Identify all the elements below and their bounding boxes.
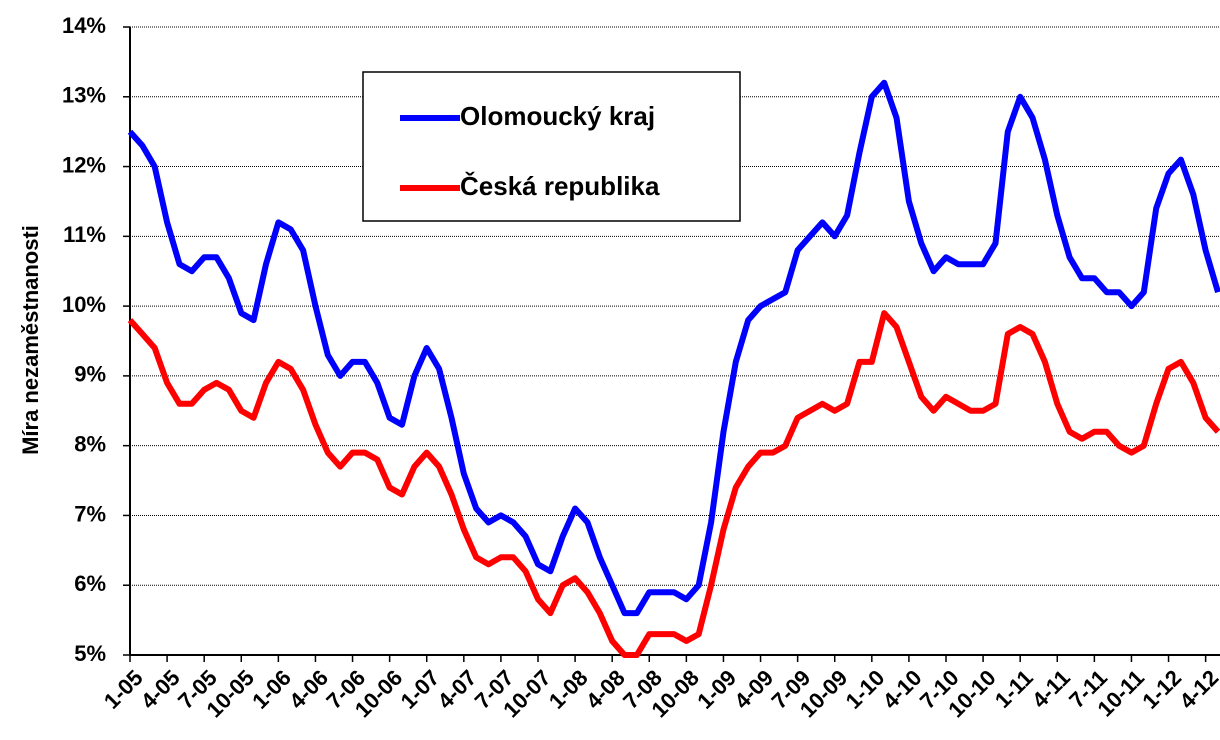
y-tick-label: 9% (74, 362, 106, 387)
x-tick-label: 4-07 (433, 665, 482, 714)
x-tick-label: 1-12 (1137, 665, 1186, 714)
x-tick-label: 4-06 (284, 665, 333, 714)
y-tick-label: 10% (62, 292, 106, 317)
x-tick-label: 4-05 (136, 665, 185, 714)
y-tick-label: 6% (74, 571, 106, 596)
x-tick-label: 4-12 (1174, 665, 1220, 714)
y-tick-label: 12% (62, 152, 106, 177)
y-tick-label: 7% (74, 501, 106, 526)
x-tick-label: 1-05 (99, 665, 148, 714)
y-tick-label: 13% (62, 83, 106, 108)
legend-label: Česká republika (460, 171, 660, 201)
x-tick-label: 1-08 (544, 665, 593, 714)
y-axis-title: Míra nezaměstnanosti (18, 225, 43, 455)
x-tick-label: 4-08 (581, 665, 630, 714)
x-tick-label: 4-11 (1027, 665, 1075, 713)
y-tick-label: 5% (74, 641, 106, 666)
x-tick-label: 1-10 (841, 665, 890, 714)
x-tick-label: 1-07 (396, 665, 445, 714)
x-tick-label: 1-11 (990, 665, 1038, 713)
y-tick-label: 14% (62, 13, 106, 38)
x-tick-label: 1-09 (692, 665, 741, 714)
x-tick-label: 4-10 (878, 665, 927, 714)
y-tick-label: 11% (63, 222, 106, 247)
legend-label: Olomoucký kraj (460, 101, 655, 131)
legend-box (362, 71, 741, 222)
x-tick-label: 1-06 (247, 665, 296, 714)
series-line (127, 79, 1220, 617)
series-line (127, 310, 1220, 658)
y-tick-label: 8% (74, 431, 106, 456)
x-tick-label: 4-09 (729, 665, 778, 714)
